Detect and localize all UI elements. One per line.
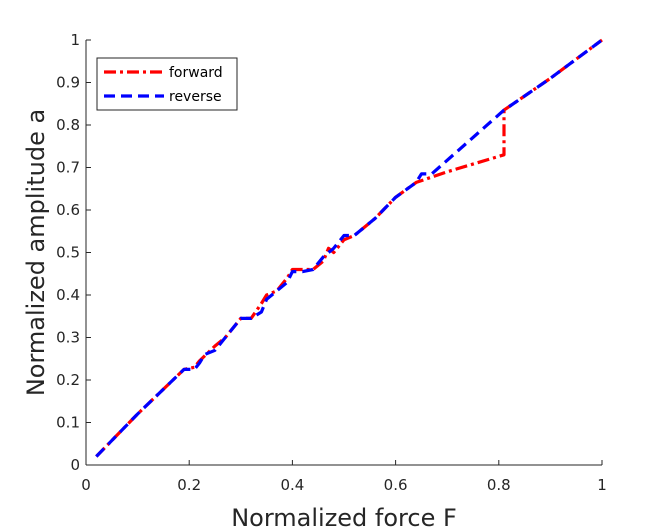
- y-tick-label: 0.7: [56, 159, 80, 177]
- y-tick-label: 0.8: [56, 116, 80, 134]
- legend-label-forward: forward: [169, 65, 223, 81]
- x-tick-label: 0.4: [280, 476, 304, 494]
- y-tick-label: 0.2: [56, 371, 80, 389]
- legend: forward reverse: [96, 57, 238, 111]
- x-tick-label: 1: [597, 476, 607, 494]
- x-axis-title: Normalized force F: [231, 504, 457, 532]
- y-axis-title: Normalized amplitude a: [22, 109, 50, 396]
- x-tick-label: 0.2: [177, 476, 201, 494]
- plot-area: [86, 40, 602, 465]
- y-tick-label: 1: [70, 31, 80, 49]
- x-tick-label: 0: [81, 476, 91, 494]
- y-tick-label: 0.1: [56, 414, 80, 432]
- y-tick-label: 0.5: [56, 244, 80, 262]
- legend-box: [96, 57, 238, 111]
- y-tick-label: 0.3: [56, 329, 80, 347]
- y-tick-label: 0.9: [56, 74, 80, 92]
- legend-label-reverse: reverse: [169, 89, 222, 105]
- x-tick-label: 0.6: [384, 476, 408, 494]
- y-tick-label: 0.4: [56, 286, 80, 304]
- y-tick-label: 0.6: [56, 201, 80, 219]
- series-reverse-line: [95, 38, 603, 458]
- x-tick-label: 0.8: [487, 476, 511, 494]
- y-tick-label: 0: [70, 456, 80, 474]
